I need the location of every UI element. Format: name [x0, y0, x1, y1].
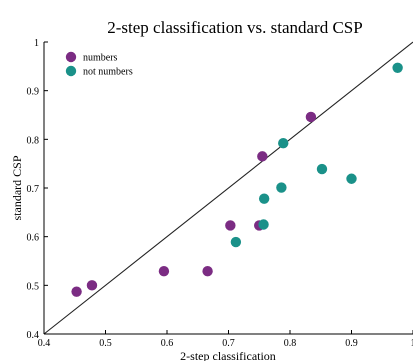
- x-tick-label: 0.9: [345, 338, 358, 349]
- data-point: [346, 173, 357, 184]
- data-point: [258, 193, 270, 204]
- y-tick-label: 0.9: [27, 87, 40, 98]
- series-numbers: [71, 111, 317, 297]
- data-point: [202, 266, 213, 277]
- data-point: [392, 62, 403, 73]
- data-point: [158, 266, 170, 277]
- diagonal-line: [43, 41, 413, 335]
- y-tick-label: 0.4: [27, 330, 40, 341]
- x-tick-label: 0.7: [222, 338, 235, 349]
- data-point: [276, 182, 287, 193]
- y-tick-label: 0.5: [27, 281, 40, 292]
- y-tick-label: 0.8: [27, 135, 40, 146]
- data-point: [258, 219, 269, 230]
- x-tick-label: 0.5: [99, 338, 112, 349]
- legend-label: not numbers: [83, 67, 133, 78]
- data-point: [71, 286, 82, 297]
- x-axis-label: 2-step classification: [180, 349, 276, 361]
- legend-label: numbers: [83, 53, 118, 64]
- chart-title: 2-step classification vs. standard CSP: [107, 18, 362, 37]
- data-point: [257, 151, 268, 162]
- data-point: [230, 236, 242, 248]
- x-tick-label: 0.8: [284, 338, 297, 349]
- y-axis-label: standard CSP: [10, 155, 24, 220]
- data-point: [305, 111, 317, 123]
- legend-marker: [65, 51, 77, 63]
- diagonal-reference-line: [43, 41, 413, 335]
- data-point: [278, 138, 289, 149]
- y-tick-label: 0.6: [27, 233, 40, 244]
- legend-marker: [65, 65, 77, 77]
- legend: numbers not numbers: [65, 51, 133, 78]
- x-tick-label: 0.6: [161, 338, 174, 349]
- data-point: [225, 220, 236, 231]
- data-point: [86, 280, 98, 291]
- series-not-numbers: [230, 62, 403, 248]
- x-tick-label: 0.4: [38, 338, 51, 349]
- data-points: [71, 62, 403, 297]
- x-tick-label: 1: [411, 338, 413, 349]
- y-tick-label: 1: [34, 38, 39, 49]
- data-point: [316, 163, 328, 175]
- y-tick-label: 0.7: [27, 184, 40, 195]
- axis-ticks: 0.4 0.5 0.6 0.7 0.8 0.9 1 0.4 0.5 0.6 0.7 0.8 0.9 1: [27, 38, 413, 349]
